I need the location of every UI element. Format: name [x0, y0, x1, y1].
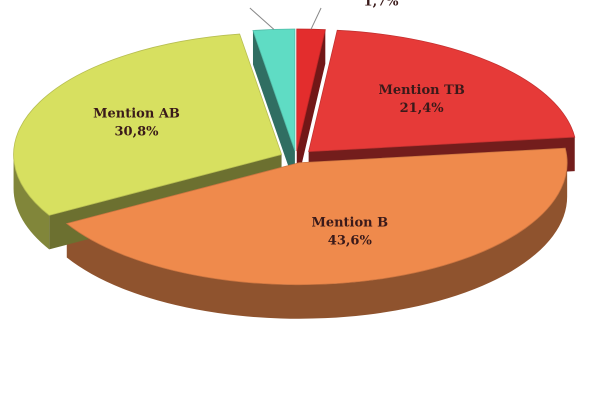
leader-line	[310, 7, 322, 30]
slice	[252, 28, 296, 152]
value-label: 30,8%	[114, 124, 159, 139]
slice-side	[66, 162, 568, 319]
slice	[308, 29, 576, 153]
slice	[65, 147, 568, 286]
slice	[13, 33, 283, 216]
slice-wall	[296, 29, 326, 186]
slice-label: Mention TB	[378, 83, 464, 98]
slice-label: Mention AB	[93, 106, 180, 121]
value-label: 21,4%	[400, 101, 445, 116]
slice-wall	[252, 30, 295, 186]
slice-label: Mention B	[311, 216, 388, 231]
value-label: 1,7%	[364, 0, 400, 10]
leader-line	[249, 7, 275, 30]
slice-side	[13, 154, 50, 250]
slice	[296, 28, 326, 152]
value-label: 43,6%	[328, 234, 373, 249]
